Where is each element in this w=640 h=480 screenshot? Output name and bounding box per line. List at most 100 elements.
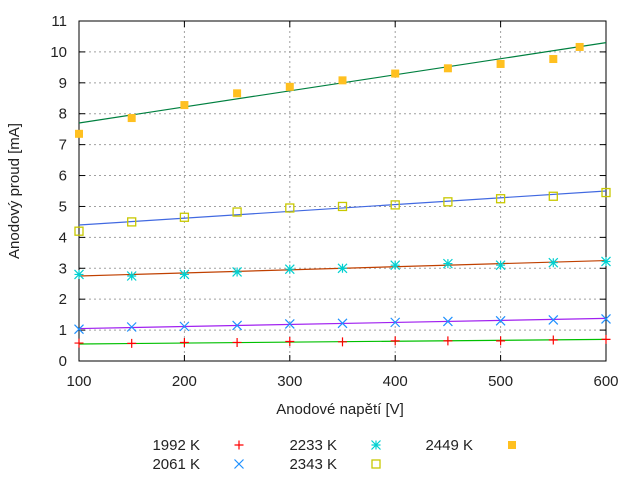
filled-square-mark: [391, 69, 400, 78]
data-point: [232, 320, 243, 331]
data-point: [127, 217, 137, 227]
legend-marker: [508, 441, 516, 449]
plus-mark: [74, 338, 84, 348]
star-mark: [371, 440, 381, 450]
open-square-mark: [179, 212, 190, 222]
plus-mark: [285, 337, 295, 347]
plus-mark: [232, 337, 242, 347]
plus-mark: [496, 336, 506, 346]
cross-mark: [126, 322, 137, 332]
filled-square-mark: [285, 82, 294, 91]
star-mark: [284, 264, 295, 275]
filled-square-mark: [575, 42, 584, 51]
data-point: [575, 42, 584, 51]
x-tick-label: 600: [593, 373, 618, 390]
grid: [79, 21, 606, 361]
cross-mark: [284, 318, 295, 329]
data-point: [74, 338, 84, 348]
star-mark: [495, 260, 506, 271]
data-point: [285, 337, 295, 347]
legend-marker: [371, 459, 381, 469]
data-point: [179, 337, 189, 347]
filled-square-mark: [443, 64, 452, 73]
y-tick-label: 2: [59, 291, 67, 308]
data-point: [232, 267, 243, 277]
data-point: [390, 200, 400, 210]
plus-mark: [234, 440, 244, 450]
data-point: [284, 264, 295, 275]
legend-label: 2233 K: [289, 437, 337, 454]
x-tick-label: 200: [172, 373, 197, 390]
data-point: [548, 191, 558, 201]
plot-border: [78, 20, 607, 362]
star-mark: [74, 269, 84, 280]
y-tick-label: 5: [59, 198, 67, 215]
legend: 1992 K 2061 K 2233 K 2343 K 2449 K: [152, 437, 516, 473]
data-point: [337, 318, 348, 329]
data-point: [74, 269, 84, 280]
star-mark: [179, 269, 190, 280]
y-axis-label: Anodový proud [mA]: [6, 123, 23, 259]
y-tick-label: 10: [50, 44, 67, 61]
plus-mark: [179, 337, 189, 347]
x-tick-label: 500: [488, 373, 513, 390]
cross-mark: [179, 321, 190, 332]
data-point: [232, 207, 242, 217]
data-point: [126, 322, 137, 332]
data-point: [127, 114, 136, 123]
data-point: [74, 226, 84, 236]
filled-square-mark: [338, 76, 347, 85]
data-point: [601, 256, 611, 267]
data-point: [285, 82, 294, 91]
x-tick-label: 400: [383, 373, 408, 390]
fit-line: [78, 190, 607, 226]
data-point: [337, 263, 348, 274]
open-square-mark: [127, 217, 137, 227]
data-point: [548, 257, 559, 268]
data-point: [496, 336, 506, 346]
open-square-mark: [495, 194, 506, 204]
plus-mark: [127, 338, 137, 348]
legend-label: 2449 K: [425, 437, 473, 454]
filled-square-mark: [496, 59, 505, 68]
axes: 100 200 300 400 500 600 0 1 2 3 4 5 6 7 8 9 10 11: [50, 13, 618, 390]
open-square-mark: [371, 459, 381, 469]
y-tick-label: 7: [59, 137, 67, 154]
cross-mark: [390, 317, 401, 328]
open-square-mark: [601, 187, 611, 198]
data-point: [442, 316, 453, 327]
x-axis-label: Anodové napětí [V]: [276, 401, 404, 418]
open-square-mark: [232, 207, 242, 217]
filled-square-mark: [549, 55, 558, 64]
star-mark: [548, 257, 559, 268]
data-point: [337, 201, 348, 212]
data-point: [285, 203, 295, 213]
y-tick-label: 8: [59, 106, 67, 123]
cross-mark: [74, 324, 84, 335]
data-point: [232, 337, 242, 347]
star-mark: [390, 260, 401, 271]
data-point: [390, 317, 401, 328]
data-point: [601, 187, 611, 198]
cross-mark: [548, 314, 559, 325]
y-tick-label: 11: [51, 13, 67, 30]
data-point: [549, 55, 558, 64]
open-square-mark: [390, 200, 400, 210]
data-point: [548, 335, 558, 345]
cross-mark: [232, 320, 243, 331]
data-point: [601, 314, 611, 324]
filled-square-mark: [233, 89, 242, 98]
y-tick-label: 6: [59, 168, 67, 185]
data-point: [126, 271, 137, 281]
data-point: [75, 129, 83, 138]
cross-mark: [442, 316, 453, 327]
open-square-mark: [337, 201, 348, 212]
cross-mark: [495, 315, 506, 326]
filled-square-mark: [75, 129, 83, 138]
star-mark: [601, 256, 611, 267]
filled-square-mark: [180, 101, 189, 110]
legend-label: 2061 K: [152, 456, 200, 473]
data-point: [179, 212, 190, 222]
data-point: [495, 315, 506, 326]
